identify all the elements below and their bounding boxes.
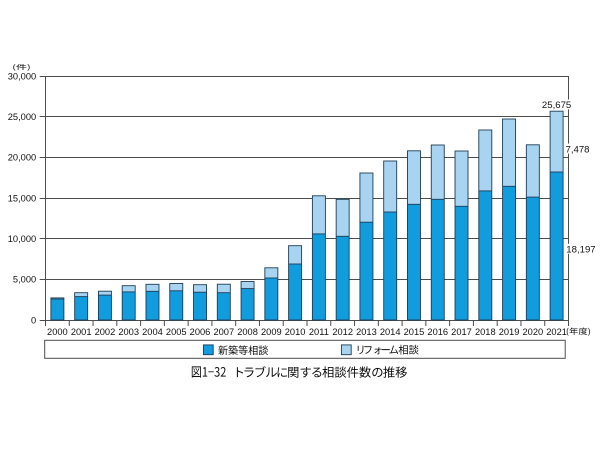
svg-text:10,000: 10,000 <box>8 234 36 244</box>
svg-text:25,000: 25,000 <box>8 112 36 122</box>
svg-text:2002: 2002 <box>95 327 116 337</box>
svg-text:2013: 2013 <box>356 327 377 337</box>
svg-text:2014: 2014 <box>380 327 401 337</box>
svg-text:2008: 2008 <box>237 327 258 337</box>
svg-text:15,000: 15,000 <box>8 193 36 203</box>
svg-text:5,000: 5,000 <box>13 275 36 285</box>
svg-text:2018: 2018 <box>475 327 496 337</box>
svg-text:2020: 2020 <box>522 327 543 337</box>
svg-text:2016: 2016 <box>427 327 448 337</box>
svg-text:2019: 2019 <box>499 327 520 337</box>
svg-text:2010: 2010 <box>285 327 306 337</box>
svg-text:2021: 2021 <box>546 327 567 337</box>
svg-text:25,675: 25,675 <box>542 100 571 111</box>
svg-text:18,197: 18,197 <box>566 245 595 256</box>
svg-text:2012: 2012 <box>332 327 353 337</box>
svg-text:2015: 2015 <box>404 327 425 337</box>
svg-text:2009: 2009 <box>261 327 282 337</box>
svg-text:2011: 2011 <box>309 327 329 337</box>
svg-text:0: 0 <box>31 315 36 325</box>
svg-text:20,000: 20,000 <box>8 153 36 163</box>
svg-text:2006: 2006 <box>190 327 211 337</box>
svg-text:2007: 2007 <box>213 327 234 337</box>
svg-text:2003: 2003 <box>118 327 139 337</box>
svg-text:2000: 2000 <box>47 327 68 337</box>
svg-text:2017: 2017 <box>451 327 472 337</box>
svg-text:7,478: 7,478 <box>566 145 590 156</box>
svg-text:30,000: 30,000 <box>8 71 36 81</box>
svg-text:2001: 2001 <box>71 327 92 337</box>
svg-text:2004: 2004 <box>142 327 163 337</box>
svg-text:2005: 2005 <box>166 327 187 337</box>
